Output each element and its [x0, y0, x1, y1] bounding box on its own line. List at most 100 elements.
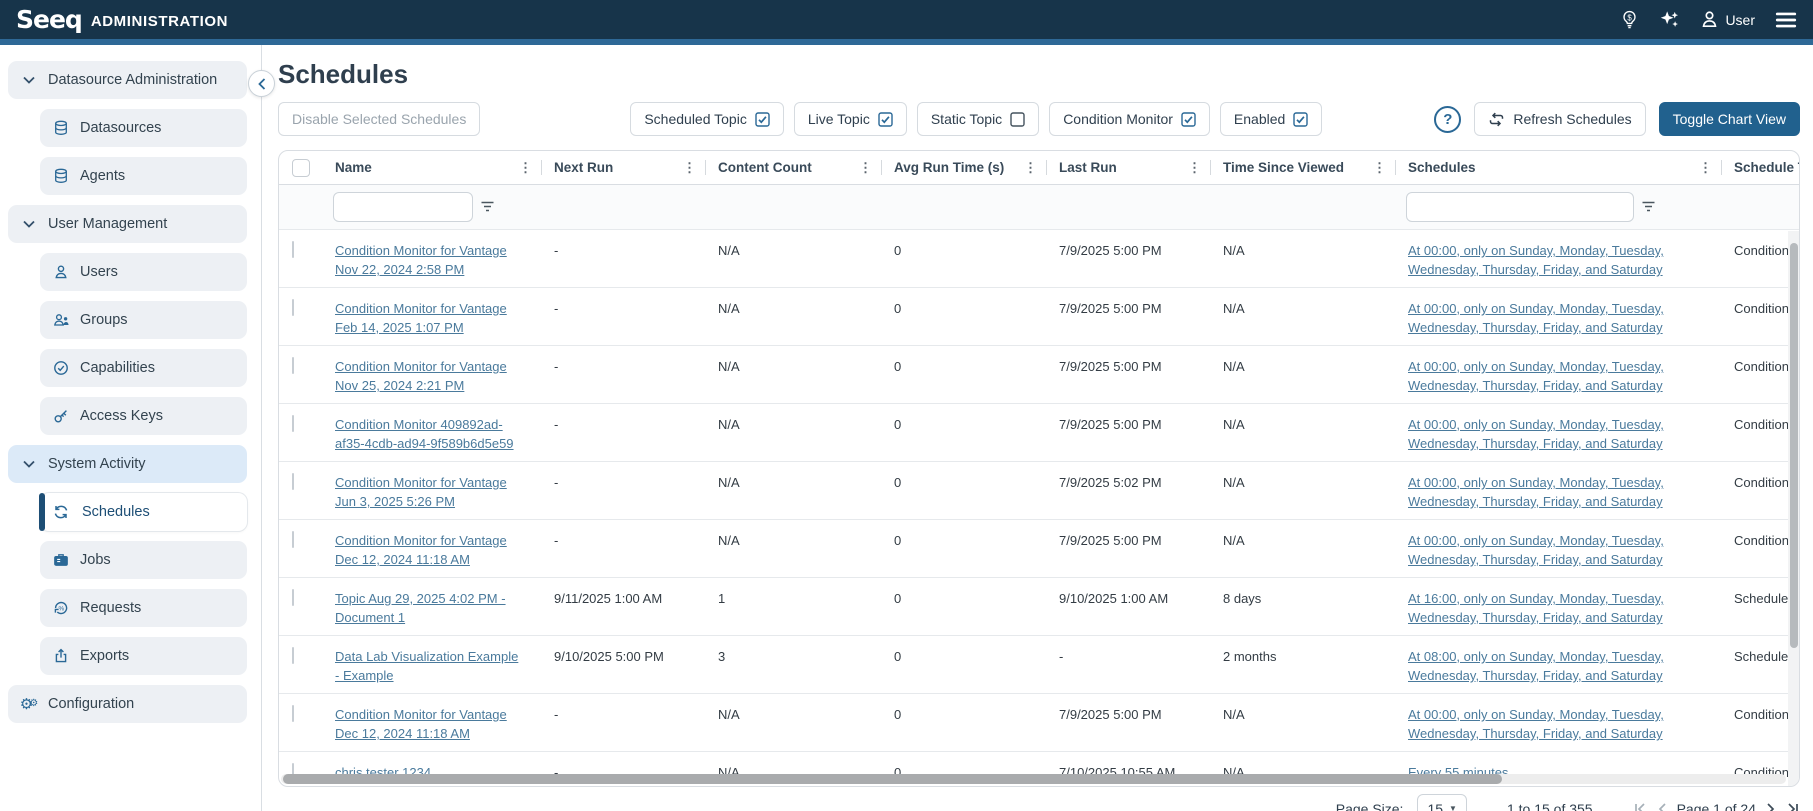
first-page-button[interactable]: [1633, 802, 1647, 811]
table-row: Condition Monitor for Vantage Dec 12, 20…: [279, 694, 1799, 752]
lightbulb-dollar-icon[interactable]: $: [1620, 10, 1639, 29]
table-header-row: Name ⋮ Next Run ⋮ Content Count ⋮ Avg Run T…: [279, 151, 1799, 185]
schedule-name-link[interactable]: Topic Aug 29, 2025 4:02 PM - Document 1: [335, 591, 506, 625]
row-checkbox[interactable]: [292, 299, 294, 316]
sidebar-item-users[interactable]: Users: [40, 253, 247, 291]
schedules-filter-input[interactable]: [1406, 192, 1634, 222]
database-icon: [52, 120, 70, 136]
row-checkbox[interactable]: [292, 241, 294, 258]
column-menu-icon[interactable]: ⋮: [859, 159, 872, 175]
last-run-cell: 7/9/2025 5:00 PM: [1059, 301, 1162, 316]
schedule-type-cell: Condition Monitor: [1734, 533, 1799, 548]
schedule-name-link[interactable]: Condition Monitor 409892ad-af35-4cdb-ad9…: [335, 417, 514, 451]
filter-enabled[interactable]: Enabled: [1219, 102, 1323, 136]
row-checkbox[interactable]: [292, 763, 294, 780]
disable-selected-schedules-button[interactable]: Disable Selected Schedules: [278, 102, 481, 136]
time-since-viewed-cell: N/A: [1223, 417, 1245, 432]
schedule-name-link[interactable]: Condition Monitor for Vantage Dec 12, 20…: [335, 707, 507, 741]
name-filter-input[interactable]: [333, 192, 473, 222]
vertical-scrollbar[interactable]: [1788, 231, 1799, 786]
previous-page-button[interactable]: [1657, 802, 1667, 811]
page-size-label: Page Size:: [1335, 800, 1404, 811]
row-checkbox[interactable]: [292, 589, 294, 606]
sidebar-collapse-button[interactable]: [248, 70, 275, 97]
chevron-down-icon: [20, 460, 38, 468]
column-menu-icon[interactable]: ⋮: [1699, 159, 1712, 175]
user-menu[interactable]: User: [1700, 10, 1755, 29]
schedule-name-link[interactable]: Data Lab Visualization Example - Example: [335, 649, 519, 683]
sparkles-icon[interactable]: [1659, 9, 1680, 30]
filter-condition-monitor[interactable]: Condition Monitor: [1049, 102, 1210, 136]
table-row: Condition Monitor for Vantage Jun 3, 202…: [279, 462, 1799, 520]
hamburger-menu-icon[interactable]: [1775, 11, 1797, 29]
column-menu-icon[interactable]: ⋮: [1188, 159, 1201, 175]
select-all-checkbox[interactable]: [292, 158, 310, 177]
chevron-left-icon: [257, 77, 265, 90]
row-checkbox[interactable]: [292, 647, 294, 664]
horizontal-scrollbar-thumb[interactable]: [283, 774, 1503, 784]
sidebar-item-capabilities[interactable]: Capabilities: [40, 349, 247, 387]
row-checkbox[interactable]: [292, 473, 294, 490]
last-page-button[interactable]: [1786, 802, 1800, 811]
help-icon[interactable]: ?: [1434, 105, 1462, 133]
avg-run-time-cell: 0: [894, 707, 902, 722]
column-header-next-run: Next Run: [554, 160, 614, 175]
schedule-cron-link[interactable]: At 00:00, only on Sunday, Monday, Tuesda…: [1408, 475, 1664, 509]
schedule-cron-link[interactable]: At 00:00, only on Sunday, Monday, Tuesda…: [1408, 301, 1664, 335]
page-size-select[interactable]: 15 ▼: [1417, 794, 1467, 811]
column-menu-icon[interactable]: ⋮: [683, 159, 696, 175]
sidebar-item-agents[interactable]: Agents: [40, 157, 247, 195]
schedule-cron-link[interactable]: At 00:00, only on Sunday, Monday, Tuesda…: [1408, 417, 1664, 451]
column-menu-icon[interactable]: ⋮: [1373, 159, 1386, 175]
pagination: Page Size: 15 ▼ 1 to 15 of 355 Page 1 of…: [278, 794, 1800, 811]
column-menu-icon[interactable]: ⋮: [1024, 159, 1037, 175]
schedule-cron-link[interactable]: At 00:00, only on Sunday, Monday, Tuesda…: [1408, 359, 1664, 393]
table-row: Condition Monitor for Vantage Nov 25, 20…: [279, 346, 1799, 404]
filter-scheduled-topic[interactable]: Scheduled Topic: [630, 102, 784, 136]
vertical-scrollbar-thumb[interactable]: [1789, 243, 1798, 648]
row-checkbox[interactable]: [292, 705, 294, 722]
column-header-last-run: Last Run: [1059, 160, 1117, 175]
next-run-cell: -: [554, 359, 559, 374]
sidebar-item-requests[interactable]: % Requests: [40, 589, 247, 627]
sidebar-item-jobs[interactable]: Jobs: [40, 541, 247, 579]
sidebar-section-system-activity[interactable]: System Activity: [8, 445, 247, 483]
sidebar-item-exports[interactable]: Exports: [40, 637, 247, 675]
row-checkbox[interactable]: [292, 531, 294, 548]
schedule-name-link[interactable]: Condition Monitor for Vantage Jun 3, 202…: [335, 475, 507, 509]
toggle-chart-view-button[interactable]: Toggle Chart View: [1658, 102, 1800, 136]
filter-funnel-icon[interactable]: [480, 200, 495, 214]
sidebar-section-user-management[interactable]: User Management: [8, 205, 247, 243]
refresh-schedules-button[interactable]: Refresh Schedules: [1474, 102, 1646, 136]
row-checkbox[interactable]: [292, 415, 294, 432]
product-title: ADMINISTRATION: [90, 12, 229, 30]
horizontal-scrollbar[interactable]: [281, 774, 1786, 784]
schedule-name-link[interactable]: Condition Monitor for Vantage Nov 25, 20…: [335, 359, 507, 393]
sidebar-item-schedules[interactable]: Schedules: [39, 493, 247, 531]
filter-live-topic[interactable]: Live Topic: [793, 102, 907, 136]
sidebar-item-datasources[interactable]: Datasources: [40, 109, 247, 147]
row-checkbox[interactable]: [292, 357, 294, 374]
next-page-button[interactable]: [1766, 802, 1776, 811]
schedule-cron-link[interactable]: At 00:00, only on Sunday, Monday, Tuesda…: [1408, 707, 1664, 741]
schedule-cron-link[interactable]: At 00:00, only on Sunday, Monday, Tuesda…: [1408, 533, 1664, 567]
top-bar: Seeq ADMINISTRATION $ User: [0, 0, 1813, 39]
filter-static-topic[interactable]: Static Topic: [916, 102, 1040, 136]
schedule-name-link[interactable]: Condition Monitor for Vantage Dec 12, 20…: [335, 533, 507, 567]
sidebar-item-access-keys[interactable]: Access Keys: [40, 397, 247, 435]
checkbox-checked-icon: [755, 111, 770, 127]
sidebar-item-configuration[interactable]: ⚙ ⚙ Configuration: [8, 685, 247, 723]
next-run-cell: -: [554, 533, 559, 548]
avg-run-time-cell: 0: [894, 243, 902, 258]
sidebar-section-datasource-administration[interactable]: Datasource Administration: [8, 61, 247, 99]
filter-funnel-icon[interactable]: [1641, 200, 1656, 214]
sidebar: Datasource Administration Datasources Ag…: [0, 45, 262, 811]
schedule-cron-link[interactable]: At 08:00, only on Sunday, Monday, Tuesda…: [1408, 649, 1664, 683]
sidebar-item-groups[interactable]: Groups: [40, 301, 247, 339]
schedule-cron-link[interactable]: At 16:00, only on Sunday, Monday, Tuesda…: [1408, 591, 1664, 625]
schedule-name-link[interactable]: Condition Monitor for Vantage Feb 14, 20…: [335, 301, 507, 335]
column-header-content-count: Content Count: [718, 160, 812, 175]
schedule-name-link[interactable]: Condition Monitor for Vantage Nov 22, 20…: [335, 243, 507, 277]
schedule-cron-link[interactable]: At 00:00, only on Sunday, Monday, Tuesda…: [1408, 243, 1664, 277]
column-menu-icon[interactable]: ⋮: [519, 159, 532, 175]
